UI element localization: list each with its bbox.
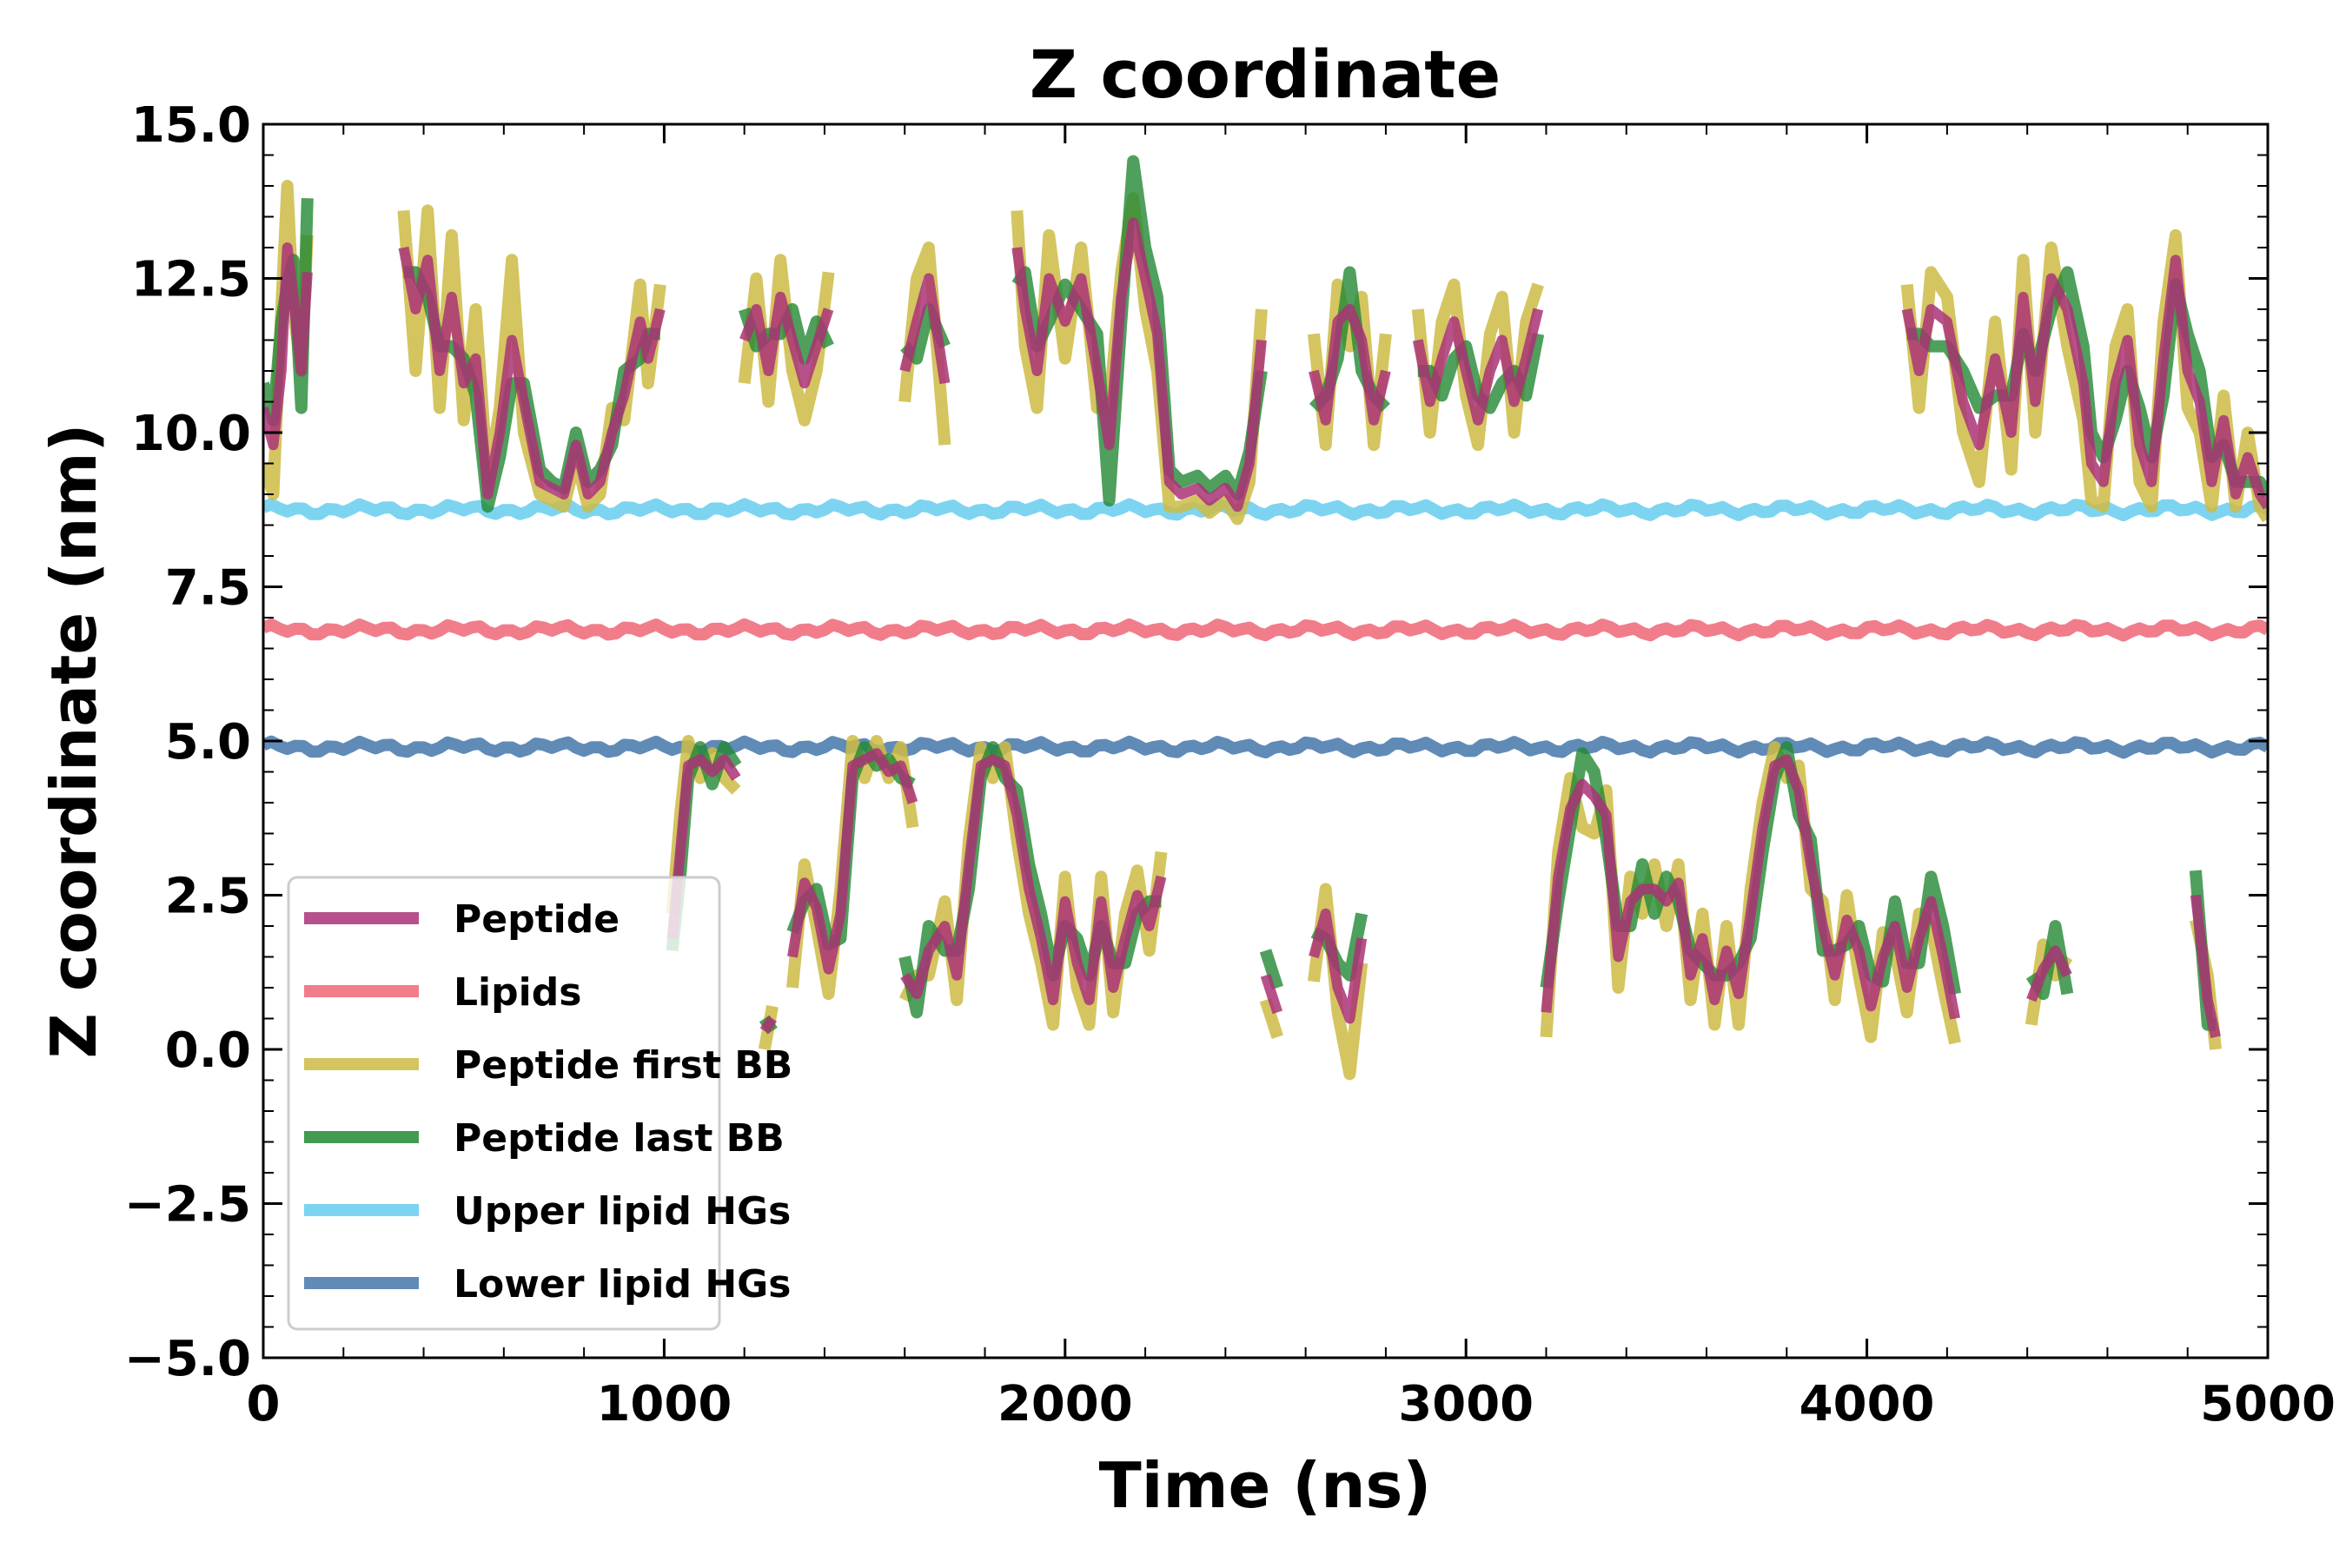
x-axis-label: Time (ns) [1099,1449,1432,1522]
series-line-peptide-segment-0 [263,242,313,451]
legend-label-lower-lipid-hgs: Lower lipid HGs [454,1262,791,1307]
series-line-lipids [263,618,2268,642]
series-line-peptide-last-bb-segment-4 [1011,155,1268,507]
series-line-peptide-segment-11 [900,754,1167,1006]
legend-label-peptide: Peptide [454,897,620,942]
y-tick-label: 7.5 [165,560,251,617]
series-line-peptide-segment-9 [759,1016,778,1034]
series-line-peptide-segment-1 [398,246,666,500]
y-tick-label: 15.0 [131,97,251,154]
x-tick-label: 3000 [1398,1376,1534,1432]
legend-label-peptide-first-bb: Peptide first BB [454,1043,792,1088]
x-tick-label: 4000 [1799,1376,1935,1432]
legend-label-upper-lipid-hgs: Upper lipid HGs [454,1189,791,1234]
chart-title: Z coordinate [1030,36,1501,113]
series-line-peptide-segment-6 [1412,308,1544,426]
series-line-peptide-segment-7 [1901,255,2268,510]
series-layer [263,155,2268,1081]
series-line-peptide-segment-8 [666,754,741,939]
series-line-peptide-segment-10 [787,748,918,975]
series-line-upper-lipid-hgs [263,498,2268,522]
legend-label-lipids: Lipids [454,970,581,1015]
legend-entries: Peptide Lipids Peptide first BB Peptide las… [304,897,792,1307]
y-axis-label: Z coordinate (nm) [37,424,110,1059]
x-tick-label: 1000 [596,1376,732,1432]
x-tick-label: 5000 [2200,1376,2336,1432]
series-line-peptide-segment-12 [1260,973,1283,1015]
y-tick-label: 12.5 [131,252,251,308]
legend-label-peptide-last-bb: Peptide last BB [454,1116,785,1161]
tick-layer: 0 1000 2000 3000 4000 5000 −5.0 −2.5 0.0 2.5 5.0 7.… [124,97,2336,1432]
x-tick-label: 2000 [997,1376,1133,1432]
y-tick-label: 0.0 [165,1022,251,1079]
series-line-peptide-first-bb-segment-5 [1307,278,1392,452]
series-line-peptide-first-bb-segment-12 [1259,998,1283,1039]
series-line-peptide-segment-5 [1309,304,1391,426]
y-tick-label: 10.0 [131,406,251,462]
series-line-peptide-segment-14 [1541,754,1960,1020]
series-line-peptide-segment-15 [2026,945,2072,1002]
series-line-peptide-segment-16 [2190,894,2221,1039]
series-line-peptide-segment-2 [739,291,834,389]
y-tick-label: 5.0 [165,714,251,771]
series-line-peptide-segment-3 [899,273,951,385]
y-tick-label: 2.5 [165,869,251,925]
x-tick-label: 0 [247,1376,281,1432]
y-tick-label: −5.0 [124,1331,251,1387]
series-line-peptide-last-bb-segment-12 [1259,949,1283,990]
series-line-peptide-segment-13 [1309,908,1368,1024]
legend-frame [287,876,721,1331]
legend: Peptide Lipids Peptide first BB Peptide las… [287,876,792,1331]
series-line-peptide-segment-4 [1011,217,1267,513]
y-tick-label: −2.5 [124,1177,251,1234]
series-line-lower-lipid-hgs [263,735,2268,759]
